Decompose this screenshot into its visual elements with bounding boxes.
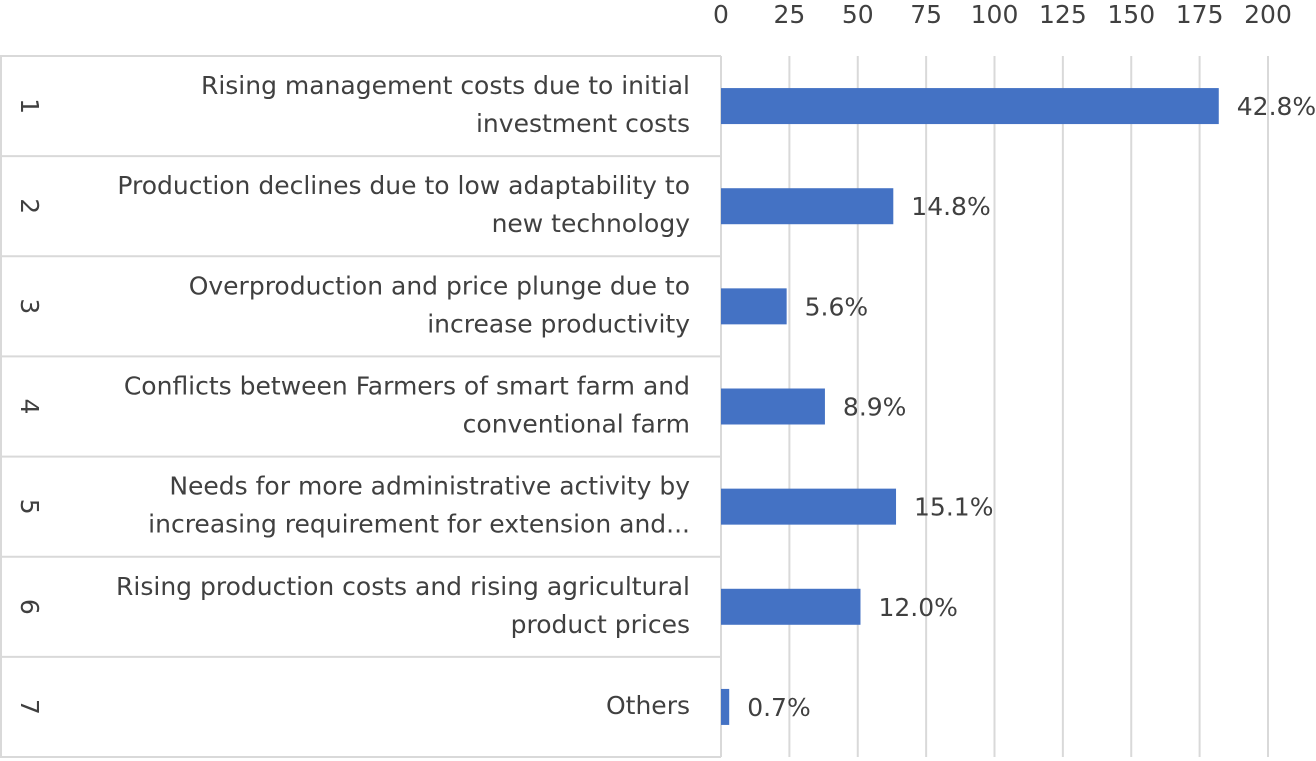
category-label: increase productivity xyxy=(427,309,690,338)
value-label: 15.1% xyxy=(914,493,993,522)
category-label: Conflicts between Farmers of smart farm … xyxy=(124,372,690,401)
category-label: Overproduction and price plunge due to xyxy=(189,271,690,300)
category-label: Needs for more administrative activity b… xyxy=(169,472,690,501)
x-tick-label: 125 xyxy=(1039,0,1087,29)
x-tick-label: 175 xyxy=(1176,0,1224,29)
x-tick-label: 100 xyxy=(971,0,1019,29)
group-label: 6 xyxy=(15,599,44,615)
x-tick-label: 0 xyxy=(713,0,729,29)
x-tick-label: 150 xyxy=(1107,0,1155,29)
category-label: product prices xyxy=(511,610,690,639)
bar xyxy=(721,488,897,525)
value-label: 0.7% xyxy=(747,693,811,722)
category-label: conventional farm xyxy=(463,410,690,439)
group-label: 3 xyxy=(15,298,44,314)
group-label: 2 xyxy=(15,198,44,214)
value-label: 8.9% xyxy=(843,393,907,422)
group-label: 4 xyxy=(15,399,44,415)
group-label: 5 xyxy=(15,499,44,515)
category-label: Rising management costs due to initial xyxy=(201,71,690,100)
category-label: Rising production costs and rising agric… xyxy=(116,572,690,601)
x-tick-label: 200 xyxy=(1244,0,1292,29)
group-label: 1 xyxy=(15,98,44,114)
category-label: Production declines due to low adaptabil… xyxy=(117,171,690,200)
category-label: new technology xyxy=(492,209,691,238)
value-label: 12.0% xyxy=(878,593,957,622)
category-label: Others xyxy=(606,691,690,720)
bar xyxy=(721,288,787,325)
value-label: 14.8% xyxy=(911,192,990,221)
category-label: increasing requirement for extension and… xyxy=(148,510,690,539)
category-label: investment costs xyxy=(476,109,690,138)
bar xyxy=(721,88,1219,125)
group-label: 7 xyxy=(15,699,44,715)
value-label: 5.6% xyxy=(805,292,869,321)
value-label: 42.8% xyxy=(1237,92,1316,121)
bar xyxy=(721,388,825,425)
bar xyxy=(721,188,894,225)
x-tick-label: 75 xyxy=(910,0,942,29)
x-tick-label: 25 xyxy=(773,0,805,29)
bar xyxy=(721,688,730,725)
x-tick-label: 50 xyxy=(842,0,874,29)
bar xyxy=(721,588,861,625)
